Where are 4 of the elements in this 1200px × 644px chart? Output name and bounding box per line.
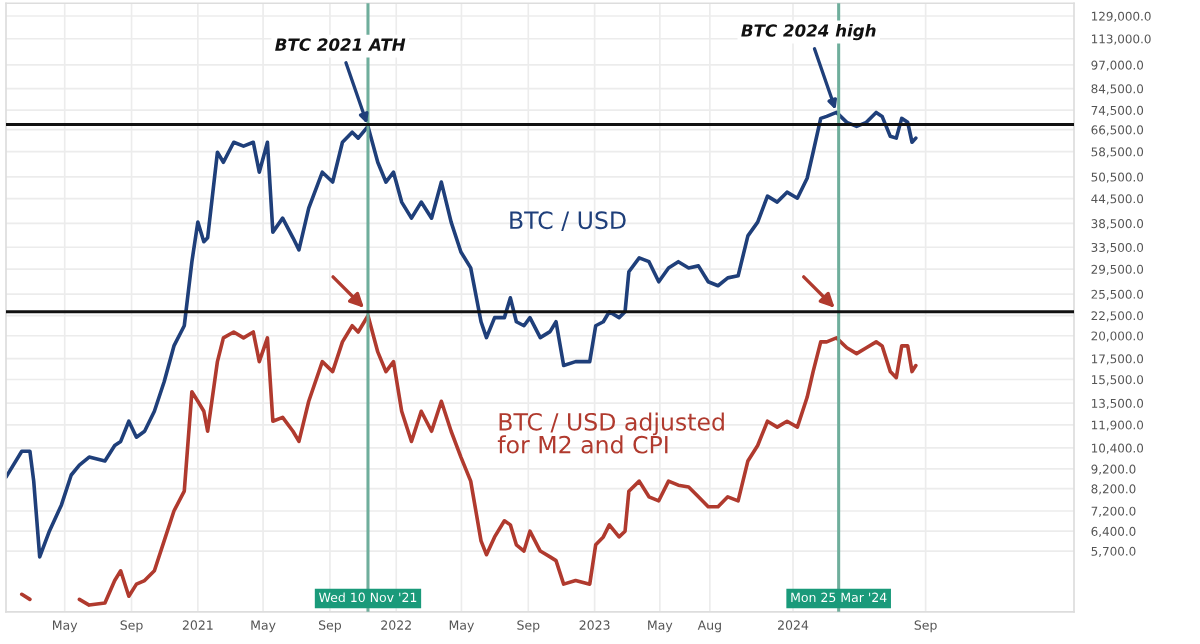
annotation: BTC 2024 high [741,23,876,41]
series-label: BTC / USD [510,211,626,232]
annotation: BTC 2021 ATH [275,38,406,51]
series-label: BTC / USD adjusted for M2 and CPI [497,412,724,454]
